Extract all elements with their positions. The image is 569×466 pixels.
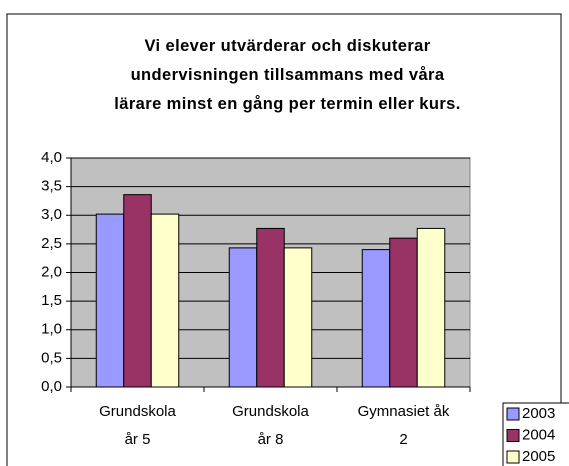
legend-swatch xyxy=(506,407,520,421)
y-tick-label: 0,5 xyxy=(41,349,62,366)
y-tick-label: 1,5 xyxy=(41,292,62,309)
legend-label: 2003 xyxy=(522,405,555,422)
x-tick-label: Grundskola år 8 xyxy=(232,403,309,448)
legend-label: 2005 xyxy=(522,448,555,465)
bar xyxy=(389,237,418,388)
y-tick-label: 2,0 xyxy=(41,263,62,280)
bar xyxy=(416,227,446,388)
bar xyxy=(95,213,125,388)
bar xyxy=(150,213,180,388)
bar xyxy=(123,194,152,388)
y-tick-label: 0,0 xyxy=(41,378,62,395)
chart-title: Vi elever utvärderar och diskuterar unde… xyxy=(114,37,461,113)
legend-swatch xyxy=(506,450,520,464)
legend-swatch xyxy=(506,429,520,442)
y-tick-label: 2,5 xyxy=(41,235,62,252)
bar xyxy=(361,249,391,388)
x-tick-label: Gymnasiet åk 2 xyxy=(357,403,450,448)
x-tick-label: Grundskola år 5 xyxy=(99,403,176,448)
y-tick-label: 1,0 xyxy=(41,321,62,338)
bar xyxy=(228,247,258,388)
y-tick-label: 3,0 xyxy=(41,206,62,223)
legend-label: 2004 xyxy=(522,426,555,443)
bar xyxy=(283,247,313,388)
y-tick-label: 3,5 xyxy=(41,178,62,195)
y-tick-label: 4,0 xyxy=(41,149,62,166)
bar xyxy=(256,227,285,388)
